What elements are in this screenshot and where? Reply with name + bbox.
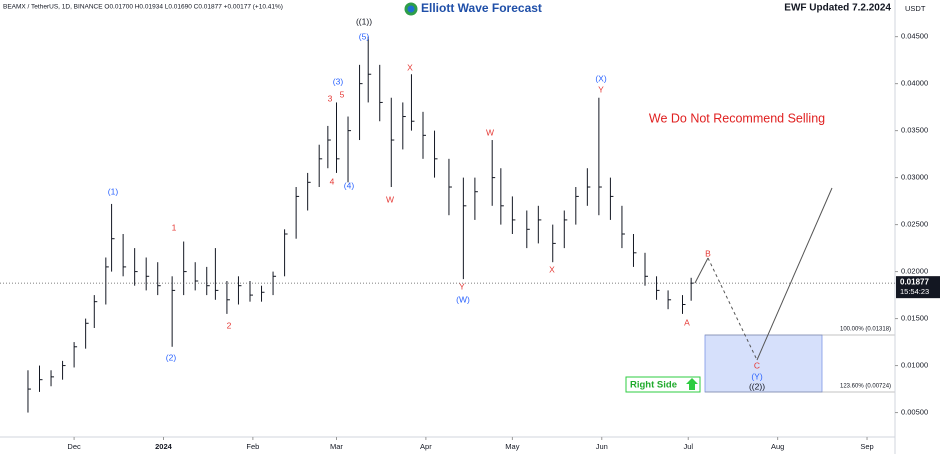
wave-label: C [754, 360, 760, 370]
projection [694, 257, 709, 284]
x-tick-label: Sep [860, 442, 873, 451]
price-tag: 0.01877 [900, 277, 929, 286]
wave-label: 2 [227, 320, 232, 330]
wave-label: X [549, 264, 555, 274]
updated: EWF Updated 7.2.2024 [784, 3, 891, 14]
y-tick-label: 0.03000 [901, 173, 928, 182]
x-tick-label: 2024 [155, 442, 173, 451]
y-tick-label: 0.04000 [901, 79, 928, 88]
projection [707, 257, 758, 361]
y-tick-label: 0.02500 [901, 220, 928, 229]
right-side-box [625, 376, 701, 393]
wave-label: B [705, 248, 711, 258]
x-tick-label: Dec [67, 442, 81, 451]
y-tick-label: 0.03500 [901, 126, 928, 135]
wave-label: (3) [333, 76, 344, 86]
wave-label: A [684, 317, 690, 327]
wave-label: Y [598, 84, 604, 94]
wave-label: 4 [330, 176, 335, 186]
right-side: Right Side [630, 380, 677, 391]
arrow-icon [686, 378, 698, 390]
header: BEAMX / TetherUS, 1D, BINANCE O0.01700 H… [3, 4, 283, 11]
x-tick-label: Feb [246, 442, 259, 451]
y-tick-label: 0.01000 [901, 361, 928, 370]
wave-label: (5) [359, 31, 370, 41]
x-tick-label: Jun [596, 442, 608, 451]
y-tick-label: 0.01500 [901, 314, 928, 323]
y-tick-label: 0.00500 [901, 408, 928, 417]
wave-label: X [407, 62, 413, 72]
wave-label: W [386, 194, 394, 204]
x-tick-label: Jul [683, 442, 693, 451]
wave-label: (Y) [751, 371, 763, 381]
projection [756, 187, 833, 361]
x-tick-label: May [505, 442, 519, 451]
wave-label: ((1)) [356, 16, 372, 26]
wave-label: (2) [166, 352, 177, 362]
wave-label: (X) [595, 73, 607, 83]
logo-icon [407, 5, 415, 13]
wave-label: (W) [456, 294, 470, 304]
y-tick-label: 0.02000 [901, 267, 928, 276]
wave-label: 1 [172, 222, 177, 232]
wave-label: 5 [340, 89, 345, 99]
wave-label: (4) [344, 180, 355, 190]
notice: We Do Not Recommend Selling [649, 111, 825, 125]
wave-label: Y [459, 281, 465, 291]
logo: Elliott Wave Forecast [421, 1, 542, 15]
y-tick-label: 0.04500 [901, 32, 928, 41]
wave-label: (1) [108, 186, 119, 196]
countdown: 15:54:23 [900, 287, 929, 296]
wave-label: W [486, 127, 494, 137]
fib-label: 100.00% (0.01318) [840, 327, 891, 333]
currency: USDT [905, 4, 926, 13]
x-tick-label: Mar [330, 442, 343, 451]
wave-label: 3 [328, 93, 333, 103]
fib-label: 123.60% (0.00724) [840, 384, 891, 390]
x-tick-label: Apr [420, 442, 432, 451]
price-tag-box [896, 276, 940, 299]
x-tick-label: Aug [771, 442, 784, 451]
wave-label: ((2)) [749, 381, 765, 391]
